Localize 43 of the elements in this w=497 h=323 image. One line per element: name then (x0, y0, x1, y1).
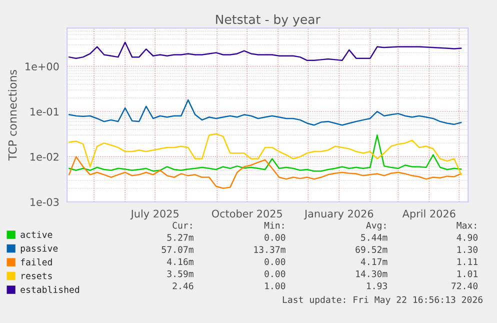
text: 1.11 (457, 258, 478, 265)
y-axis-title: TCP connections (8, 70, 17, 161)
y-tick-label: 1e-01 (30, 108, 58, 116)
text: 69.52m (356, 246, 388, 253)
text: Last update: Fri May 22 16:56:13 2026 (282, 296, 483, 305)
text: 4.90 (456, 234, 478, 241)
line-series (68, 42, 462, 62)
text: 1.30 (457, 246, 478, 253)
text: Avg: (366, 222, 386, 230)
text: 13.37m (254, 246, 286, 253)
text: 3.59m (167, 270, 194, 278)
x-tick-label: January 2026 (304, 210, 374, 220)
y-tick-label: 1e+00 (26, 62, 59, 70)
text: 5.27m (167, 234, 194, 241)
legend-label: passive (20, 244, 58, 254)
line-series (68, 156, 462, 189)
line-series (68, 99, 462, 126)
chart-title: Netstat - by year (216, 14, 320, 27)
text: 57.07m (162, 246, 194, 253)
text: Max: (456, 222, 476, 229)
text: 1.00 (265, 282, 286, 290)
y-tick-label: 1e-03 (30, 198, 59, 206)
x-tick-label: July 2025 (130, 210, 178, 220)
legend-label: failed (20, 258, 52, 266)
legend-label: established (20, 286, 80, 293)
text: 72.40 (452, 282, 478, 290)
text: 0.00 (264, 270, 286, 278)
text: 5.44m (361, 234, 388, 241)
text: 0.00 (264, 234, 286, 241)
text: 4.17m (360, 258, 388, 265)
text: 2.46 (172, 282, 194, 290)
text: 1.93 (367, 282, 387, 290)
text: 0.00 (264, 258, 286, 266)
x-tick-label: April 2026 (402, 210, 456, 220)
legend-label: resets (22, 272, 52, 280)
legend-label: active (20, 230, 52, 238)
x-tick-label: October 2025 (212, 210, 282, 218)
text: Min: (264, 222, 284, 229)
text: Cur: (172, 222, 192, 229)
y-tick-label: 1e-02 (30, 152, 58, 161)
text: 1.01 (457, 270, 478, 278)
text: 14.30m (356, 270, 388, 278)
text: 4.16m (167, 258, 194, 266)
